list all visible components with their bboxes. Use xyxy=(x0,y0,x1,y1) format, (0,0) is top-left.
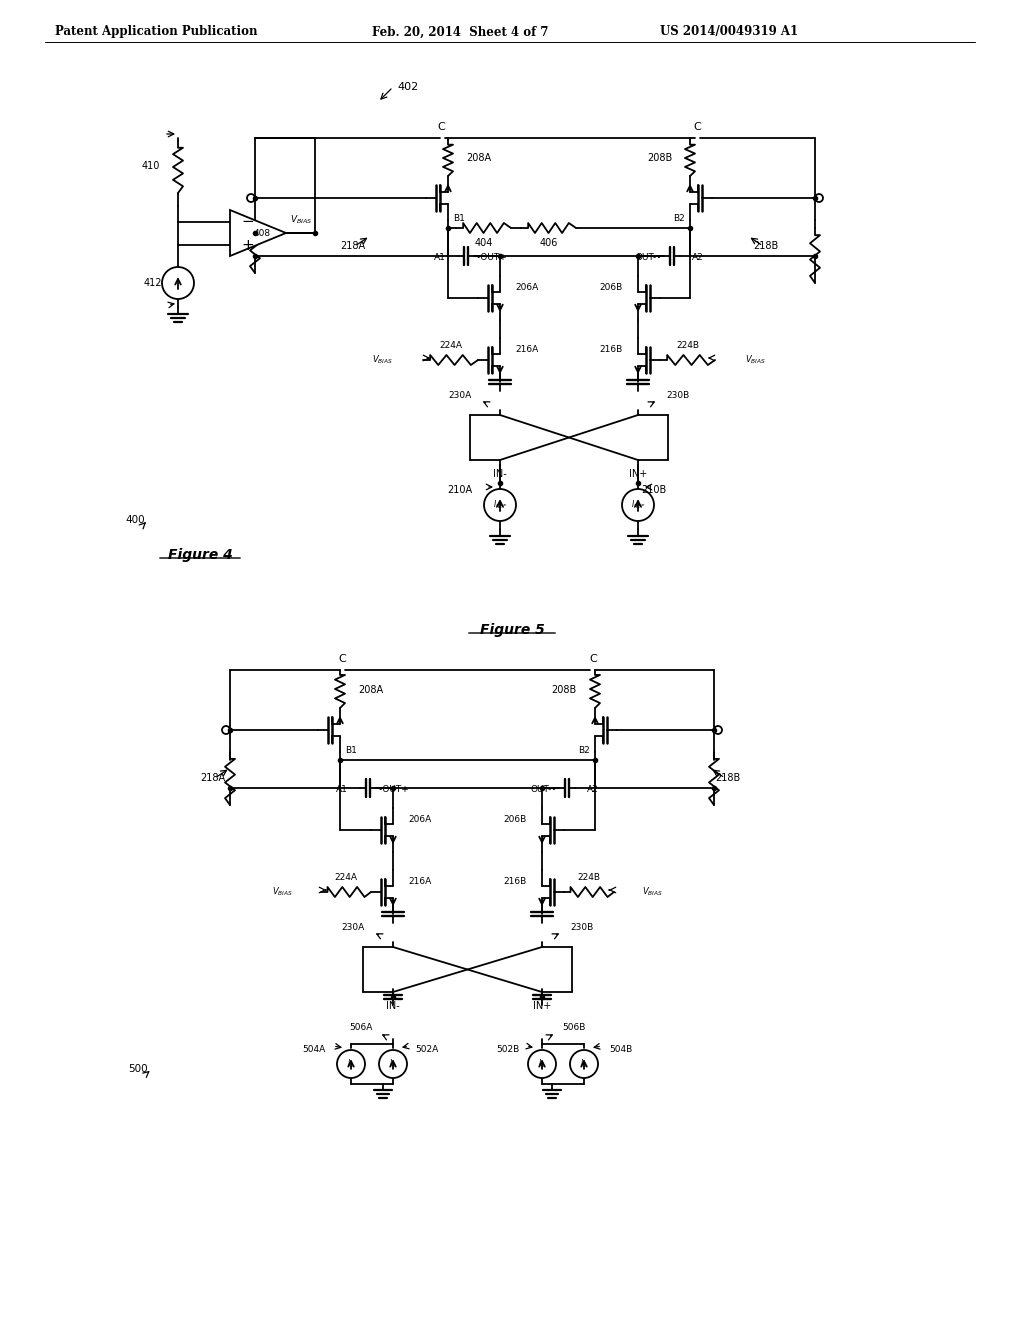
Text: +: + xyxy=(242,238,254,252)
Text: Figure 5: Figure 5 xyxy=(479,623,545,638)
Text: OUT-•: OUT-• xyxy=(635,253,662,263)
Text: 224B: 224B xyxy=(578,873,600,882)
Text: 208A: 208A xyxy=(358,685,383,696)
Text: •OUT+: •OUT+ xyxy=(476,253,508,263)
Text: 216B: 216B xyxy=(600,346,623,355)
Text: 230A: 230A xyxy=(342,924,365,932)
Text: 400: 400 xyxy=(125,515,145,525)
Text: 218A: 218A xyxy=(340,242,366,251)
Text: A1: A1 xyxy=(336,785,348,795)
Text: 206A: 206A xyxy=(408,816,431,825)
Text: 216B: 216B xyxy=(504,878,527,887)
Text: A2: A2 xyxy=(692,253,703,263)
Text: 216A: 216A xyxy=(408,878,431,887)
Text: OUT-•: OUT-• xyxy=(530,785,557,795)
Text: 404: 404 xyxy=(474,238,493,248)
Text: 206A: 206A xyxy=(515,284,539,293)
Text: 210B: 210B xyxy=(641,484,666,495)
Text: C: C xyxy=(338,653,346,664)
Text: B1: B1 xyxy=(345,746,357,755)
Text: 224A: 224A xyxy=(335,873,357,882)
Text: $V_{BIAS}$: $V_{BIAS}$ xyxy=(745,354,766,366)
Circle shape xyxy=(337,1049,365,1078)
Text: 504B: 504B xyxy=(609,1044,632,1053)
Text: 506B: 506B xyxy=(562,1023,586,1031)
Text: 218A: 218A xyxy=(200,774,225,783)
Circle shape xyxy=(622,488,654,521)
Text: Patent Application Publication: Patent Application Publication xyxy=(55,25,257,38)
Text: $I_{REF}$: $I_{REF}$ xyxy=(493,499,507,511)
Text: A1: A1 xyxy=(434,253,446,263)
Text: 210A: 210A xyxy=(446,484,472,495)
Text: $V_{BIAS}$: $V_{BIAS}$ xyxy=(290,214,312,226)
Circle shape xyxy=(815,194,823,202)
Text: 206B: 206B xyxy=(600,284,623,293)
Text: $I_1$: $I_1$ xyxy=(389,1057,396,1071)
Text: 208A: 208A xyxy=(466,153,492,162)
Text: 506A: 506A xyxy=(349,1023,373,1031)
Text: $V_{BIAS}$: $V_{BIAS}$ xyxy=(642,886,663,898)
Circle shape xyxy=(222,726,230,734)
Text: 402: 402 xyxy=(397,82,418,92)
Text: 230B: 230B xyxy=(570,924,593,932)
Circle shape xyxy=(379,1049,407,1078)
Text: 206B: 206B xyxy=(504,816,527,825)
Text: US 2014/0049319 A1: US 2014/0049319 A1 xyxy=(660,25,798,38)
Text: A2: A2 xyxy=(587,785,599,795)
Text: 208B: 208B xyxy=(552,685,577,696)
Text: 218B: 218B xyxy=(715,774,740,783)
Text: 224A: 224A xyxy=(439,341,462,350)
Text: B2: B2 xyxy=(579,746,590,755)
Text: 218B: 218B xyxy=(753,242,778,251)
Text: 410: 410 xyxy=(141,161,160,172)
Text: −: − xyxy=(242,214,254,230)
Text: IN+: IN+ xyxy=(532,1001,551,1011)
Circle shape xyxy=(484,488,516,521)
Text: $I_2$: $I_2$ xyxy=(347,1057,354,1071)
Text: Figure 4: Figure 4 xyxy=(168,548,232,562)
Text: $I_1$: $I_1$ xyxy=(539,1057,546,1071)
Text: B1: B1 xyxy=(453,214,465,223)
Circle shape xyxy=(714,726,722,734)
Text: IN+: IN+ xyxy=(629,469,647,479)
Text: 502A: 502A xyxy=(415,1044,438,1053)
Text: $V_{BIAS}$: $V_{BIAS}$ xyxy=(272,886,293,898)
Text: 406: 406 xyxy=(540,238,558,248)
Text: IN-: IN- xyxy=(386,1001,400,1011)
Text: 502B: 502B xyxy=(497,1044,520,1053)
Polygon shape xyxy=(230,210,286,256)
Text: •OUT+: •OUT+ xyxy=(378,785,410,795)
Text: 504A: 504A xyxy=(303,1044,326,1053)
Text: 216A: 216A xyxy=(515,346,539,355)
Text: 230A: 230A xyxy=(449,392,472,400)
Text: 230B: 230B xyxy=(666,392,689,400)
Circle shape xyxy=(162,267,194,300)
Text: $I_2$: $I_2$ xyxy=(581,1057,588,1071)
Text: C: C xyxy=(437,121,444,132)
Text: $I_{REF}$: $I_{REF}$ xyxy=(631,499,645,511)
Text: Feb. 20, 2014  Sheet 4 of 7: Feb. 20, 2014 Sheet 4 of 7 xyxy=(372,25,549,38)
Text: 500: 500 xyxy=(128,1064,148,1074)
Text: 224B: 224B xyxy=(676,341,699,350)
Text: 208B: 208B xyxy=(647,153,672,162)
Text: 408: 408 xyxy=(253,228,270,238)
Text: IN-: IN- xyxy=(494,469,507,479)
Circle shape xyxy=(570,1049,598,1078)
Text: B2: B2 xyxy=(673,214,685,223)
Text: C: C xyxy=(589,653,597,664)
Circle shape xyxy=(528,1049,556,1078)
Circle shape xyxy=(247,194,255,202)
Text: $V_{BIAS}$: $V_{BIAS}$ xyxy=(372,354,393,366)
Text: C: C xyxy=(693,121,700,132)
Text: 412: 412 xyxy=(143,279,162,288)
